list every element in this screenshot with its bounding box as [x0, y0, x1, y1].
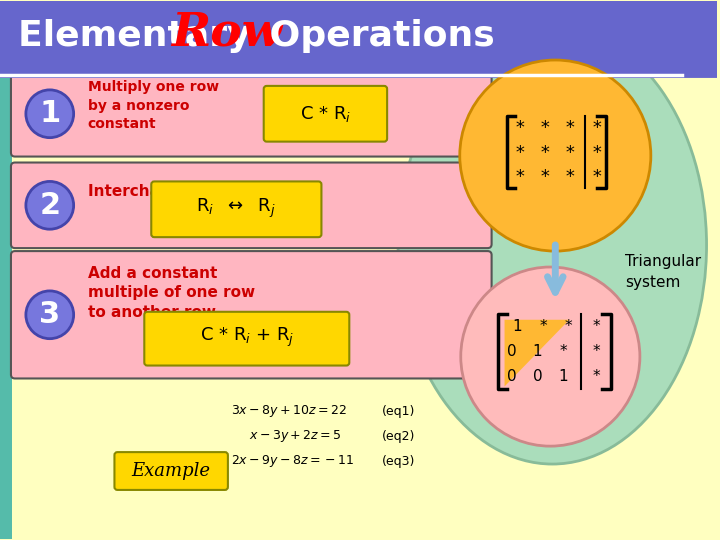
Text: (eq1): (eq1): [382, 405, 415, 418]
Text: *: *: [540, 119, 551, 137]
Text: *: *: [564, 119, 576, 137]
Text: C * R$_i$ + R$_j$: C * R$_i$ + R$_j$: [199, 326, 294, 349]
Text: (eq2): (eq2): [382, 430, 415, 443]
Polygon shape: [505, 320, 570, 387]
Text: *: *: [592, 119, 603, 137]
FancyBboxPatch shape: [11, 71, 492, 157]
Text: *: *: [593, 344, 600, 359]
Text: *: *: [540, 168, 551, 186]
Text: $2x - 9y - 8z = -11$: $2x - 9y - 8z = -11$: [231, 453, 354, 469]
Text: Multiply one row
by a nonzero
constant: Multiply one row by a nonzero constant: [88, 80, 219, 131]
Text: Elementary: Elementary: [18, 19, 264, 53]
Text: 2: 2: [39, 191, 60, 220]
Text: *: *: [564, 168, 576, 186]
Text: *: *: [515, 144, 526, 161]
Circle shape: [460, 60, 651, 251]
Text: Operations: Operations: [257, 19, 495, 53]
Ellipse shape: [398, 26, 706, 464]
Text: *: *: [592, 144, 603, 161]
FancyBboxPatch shape: [264, 86, 387, 141]
Circle shape: [26, 291, 73, 339]
Text: *: *: [592, 168, 603, 186]
Text: 1: 1: [39, 99, 60, 129]
FancyBboxPatch shape: [0, 73, 12, 539]
Text: *: *: [593, 319, 600, 334]
Text: *: *: [559, 344, 567, 359]
Text: *: *: [515, 168, 526, 186]
Circle shape: [26, 181, 73, 229]
Text: 1: 1: [513, 319, 522, 334]
Text: 0: 0: [533, 369, 542, 384]
FancyBboxPatch shape: [114, 452, 228, 490]
Text: *: *: [540, 144, 551, 161]
Text: 0: 0: [507, 369, 516, 384]
FancyBboxPatch shape: [0, 0, 720, 78]
FancyBboxPatch shape: [151, 181, 321, 237]
Text: (eq3): (eq3): [382, 455, 415, 468]
Text: Example: Example: [132, 462, 211, 480]
Text: $x - 3y + 2z = 5$: $x - 3y + 2z = 5$: [249, 428, 341, 444]
Text: *: *: [564, 319, 572, 334]
Text: 0: 0: [507, 344, 516, 359]
Text: Interchange two rows: Interchange two rows: [88, 184, 275, 199]
Text: Add a constant
multiple of one row
to another row: Add a constant multiple of one row to an…: [88, 266, 255, 320]
FancyBboxPatch shape: [144, 312, 349, 366]
FancyBboxPatch shape: [11, 251, 492, 379]
Text: 3: 3: [39, 300, 60, 329]
Text: R$_i$  $\leftrightarrow$  R$_j$: R$_i$ $\leftrightarrow$ R$_j$: [196, 197, 276, 220]
Circle shape: [461, 267, 640, 446]
Text: *: *: [564, 144, 576, 161]
Text: $3x - 8y + 10z = 22$: $3x - 8y + 10z = 22$: [231, 403, 346, 420]
Text: 1: 1: [533, 344, 542, 359]
Text: Row: Row: [171, 9, 282, 55]
Text: C * R$_i$: C * R$_i$: [300, 104, 351, 124]
Text: Triangular
system: Triangular system: [625, 254, 701, 290]
Text: *: *: [539, 319, 547, 334]
FancyBboxPatch shape: [11, 163, 492, 248]
Text: *: *: [515, 119, 526, 137]
Circle shape: [26, 90, 73, 138]
Text: *: *: [593, 369, 600, 384]
Text: 1: 1: [559, 369, 568, 384]
